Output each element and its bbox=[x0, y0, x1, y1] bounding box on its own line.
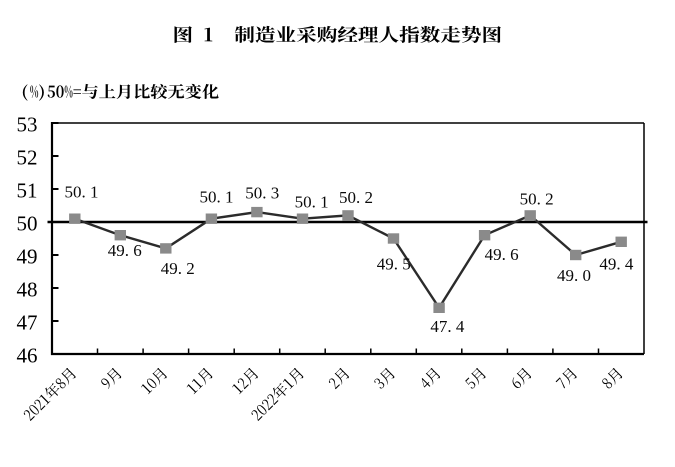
svg-text:47: 47 bbox=[17, 311, 38, 335]
svg-text:50. 3: 50. 3 bbox=[245, 184, 279, 203]
svg-text:48: 48 bbox=[17, 278, 38, 302]
svg-text:49. 6: 49. 6 bbox=[108, 241, 142, 260]
svg-text:50: 50 bbox=[17, 212, 38, 236]
svg-text:49. 0: 49. 0 bbox=[557, 266, 591, 285]
svg-text:49. 5: 49. 5 bbox=[377, 255, 411, 274]
svg-text:49. 2: 49. 2 bbox=[161, 259, 195, 278]
svg-text:50. 2: 50. 2 bbox=[520, 190, 554, 209]
svg-text:50. 2: 50. 2 bbox=[339, 188, 373, 207]
svg-text:46: 46 bbox=[17, 344, 38, 368]
svg-text:50. 1: 50. 1 bbox=[200, 187, 234, 206]
svg-text:52: 52 bbox=[17, 146, 38, 170]
svg-text:47. 4: 47. 4 bbox=[430, 317, 465, 336]
svg-text:50. 1: 50. 1 bbox=[65, 183, 99, 202]
svg-text:50. 1: 50. 1 bbox=[295, 192, 329, 211]
svg-text:49: 49 bbox=[17, 245, 38, 269]
svg-text:49. 4: 49. 4 bbox=[599, 255, 634, 274]
svg-text:51: 51 bbox=[17, 179, 38, 203]
svg-text:49. 6: 49. 6 bbox=[485, 245, 519, 264]
svg-text:53: 53 bbox=[17, 113, 38, 137]
